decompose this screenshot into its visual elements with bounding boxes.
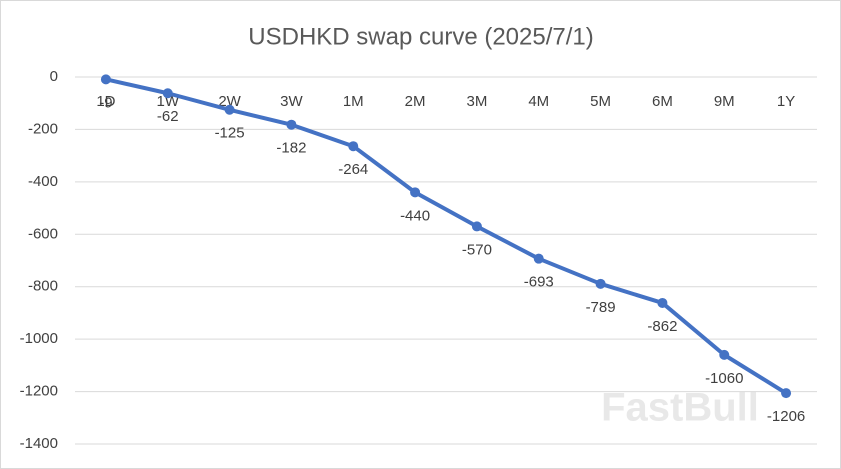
- data-label: -62: [157, 108, 179, 125]
- x-tick-label: 1W: [157, 93, 180, 110]
- y-tick-label: 0: [50, 68, 58, 85]
- x-tick-label: 6M: [652, 93, 673, 110]
- data-point: [595, 278, 606, 289]
- data-line: [105, 77, 788, 395]
- data-point: [286, 119, 297, 130]
- data-label: -264: [338, 161, 368, 178]
- data-label: -693: [524, 274, 554, 291]
- data-label: -9: [99, 94, 112, 111]
- x-tick-label: 1M: [343, 93, 364, 110]
- data-label: -125: [215, 125, 245, 142]
- x-tick-label: 3M: [466, 93, 487, 110]
- data-label: -1206: [767, 408, 805, 425]
- data-point: [533, 253, 544, 264]
- data-label: -862: [647, 318, 677, 335]
- data-point: [781, 388, 792, 399]
- y-tick-label: -1000: [20, 330, 58, 347]
- data-point: [657, 297, 668, 308]
- data-point: [719, 349, 730, 360]
- data-point: [224, 104, 235, 115]
- data-label: -570: [462, 241, 492, 258]
- data-point: [471, 221, 482, 232]
- x-tick-label: 2W: [218, 93, 241, 110]
- data-label: -182: [276, 140, 306, 157]
- data-point: [348, 141, 359, 152]
- x-tick-label: 5M: [590, 93, 611, 110]
- y-tick-label: -1400: [20, 435, 58, 452]
- y-tick-label: -200: [28, 120, 58, 137]
- x-tick-label: 2M: [405, 93, 426, 110]
- y-tick-label: -800: [28, 278, 58, 295]
- data-point: [410, 187, 421, 198]
- data-point: [162, 88, 173, 99]
- data-label: -1060: [705, 370, 743, 387]
- data-label: -440: [400, 207, 430, 224]
- chart-title: USDHKD swap curve (2025/7/1): [248, 23, 593, 50]
- x-tick-label: 3W: [280, 93, 303, 110]
- y-tick-label: -400: [28, 173, 58, 190]
- y-tick-label: -600: [28, 225, 58, 242]
- x-tick-label: 9M: [714, 93, 735, 110]
- data-point: [100, 74, 111, 85]
- x-tick-label: 1D: [96, 93, 115, 110]
- y-tick-label: -1200: [20, 383, 58, 400]
- watermark: FastBull: [601, 386, 759, 430]
- x-tick-label: 4M: [528, 93, 549, 110]
- data-label: -789: [586, 299, 616, 316]
- x-tick-label: 1Y: [777, 93, 795, 110]
